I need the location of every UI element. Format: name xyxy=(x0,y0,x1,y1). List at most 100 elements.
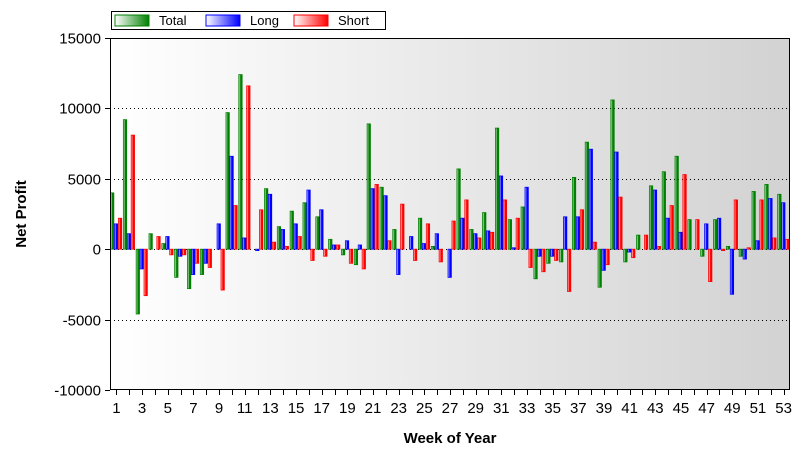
bar-long-week-29 xyxy=(473,233,478,250)
bar-total-week-36 xyxy=(559,248,564,263)
bar-total-week-39 xyxy=(597,248,602,288)
bar-short-week-36 xyxy=(567,248,572,292)
x-tick-label: 43 xyxy=(647,400,664,417)
legend-label-total: Total xyxy=(159,13,187,28)
bar-short-week-44 xyxy=(669,205,674,250)
x-tick-label: 45 xyxy=(673,400,690,417)
bar-short-week-40 xyxy=(618,196,623,250)
bar-long-week-38 xyxy=(588,148,593,250)
bar-short-week-16 xyxy=(310,248,315,261)
bar-total-week-40 xyxy=(610,99,615,250)
bar-short-week-27 xyxy=(451,220,456,250)
bar-short-week-41 xyxy=(631,248,636,259)
bar-short-week-1 xyxy=(117,217,123,250)
bar-long-week-52 xyxy=(768,198,773,250)
bar-short-week-30 xyxy=(490,231,495,250)
bar-total-week-6 xyxy=(174,248,179,278)
bar-short-week-12 xyxy=(259,209,264,250)
bar-total-week-28 xyxy=(456,168,461,250)
bar-total-week-14 xyxy=(276,226,282,250)
bar-total-week-49 xyxy=(725,245,731,250)
bar-short-week-39 xyxy=(605,248,610,266)
y-tick-label: 10000 xyxy=(59,101,101,118)
x-tick-label: 1 xyxy=(112,400,120,417)
bar-short-week-45 xyxy=(682,174,687,250)
x-axis-title: Week of Year xyxy=(404,430,497,447)
bar-long-week-41 xyxy=(627,248,632,253)
x-tick-label: 27 xyxy=(442,400,459,417)
bar-total-week-3 xyxy=(135,248,140,315)
bar-long-week-50 xyxy=(742,248,747,260)
legend-swatch-long xyxy=(205,14,241,27)
legend-swatch-short xyxy=(293,14,329,27)
bar-long-week-49 xyxy=(729,248,735,295)
bar-long-week-20 xyxy=(357,244,362,250)
bar-short-week-53 xyxy=(785,238,790,250)
bar-total-week-44 xyxy=(661,171,666,250)
bar-short-week-29 xyxy=(477,237,482,250)
bar-total-week-18 xyxy=(328,238,333,250)
bars xyxy=(110,74,790,315)
bar-total-week-51 xyxy=(751,191,756,250)
x-tick-label: 35 xyxy=(544,400,561,417)
bar-total-week-26 xyxy=(430,245,435,250)
bar-short-week-37 xyxy=(579,209,585,250)
bar-short-week-18 xyxy=(336,244,341,250)
bar-long-week-19 xyxy=(344,240,350,250)
bar-total-week-34 xyxy=(533,248,538,280)
bar-total-week-1 xyxy=(110,192,115,250)
bar-long-week-28 xyxy=(460,217,465,250)
x-tick-label: 31 xyxy=(493,400,510,417)
bar-total-week-5 xyxy=(161,243,166,250)
bar-long-week-7 xyxy=(191,248,196,275)
x-tick-label: 33 xyxy=(519,400,536,417)
bar-long-week-36 xyxy=(563,216,568,250)
bar-short-week-51 xyxy=(759,199,764,250)
bar-short-week-32 xyxy=(515,217,520,250)
x-tick-label: 49 xyxy=(724,400,741,417)
bar-long-week-21 xyxy=(370,188,375,250)
bar-long-week-40 xyxy=(614,151,619,250)
bar-short-week-9 xyxy=(220,248,225,291)
bar-long-week-3 xyxy=(139,248,144,270)
x-tick-label: 3 xyxy=(138,400,146,417)
bar-total-week-30 xyxy=(482,212,487,250)
bar-long-week-32 xyxy=(511,247,516,250)
plot-frame xyxy=(110,38,790,390)
bar-long-week-24 xyxy=(409,236,414,250)
bar-short-week-20 xyxy=(361,248,366,270)
bar-long-week-12 xyxy=(255,248,260,252)
legend-label-short: Short xyxy=(338,13,369,28)
bar-long-week-8 xyxy=(203,248,208,264)
bar-short-week-31 xyxy=(502,199,508,250)
bar-total-week-48 xyxy=(713,219,718,250)
x-tick-label: 37 xyxy=(570,400,587,417)
bar-total-week-25 xyxy=(418,217,423,250)
legend: Total Long Short xyxy=(111,11,386,30)
bar-short-week-49 xyxy=(733,199,738,250)
bar-total-week-42 xyxy=(636,234,641,250)
bar-total-week-43 xyxy=(648,185,654,250)
bar-short-week-8 xyxy=(207,248,212,268)
bar-total-week-21 xyxy=(366,123,371,250)
bar-long-week-37 xyxy=(575,216,581,250)
bar-long-week-34 xyxy=(537,248,542,257)
bar-long-week-33 xyxy=(524,186,529,250)
bar-total-week-13 xyxy=(264,188,269,250)
bar-long-week-16 xyxy=(306,189,311,250)
x-tick-label: 15 xyxy=(288,400,305,417)
bar-long-week-10 xyxy=(229,155,234,250)
bar-total-week-52 xyxy=(764,184,769,250)
bar-short-week-3 xyxy=(143,248,148,297)
x-tick-label: 21 xyxy=(365,400,382,417)
bar-short-week-47 xyxy=(708,248,713,282)
bar-short-week-17 xyxy=(323,248,328,257)
x-tick-label: 39 xyxy=(596,400,613,417)
bar-total-week-22 xyxy=(379,186,384,250)
x-tick-label: 7 xyxy=(189,400,197,417)
x-tick-label: 13 xyxy=(262,400,279,417)
x-tick-label: 25 xyxy=(416,400,433,417)
bar-short-week-13 xyxy=(271,241,277,250)
